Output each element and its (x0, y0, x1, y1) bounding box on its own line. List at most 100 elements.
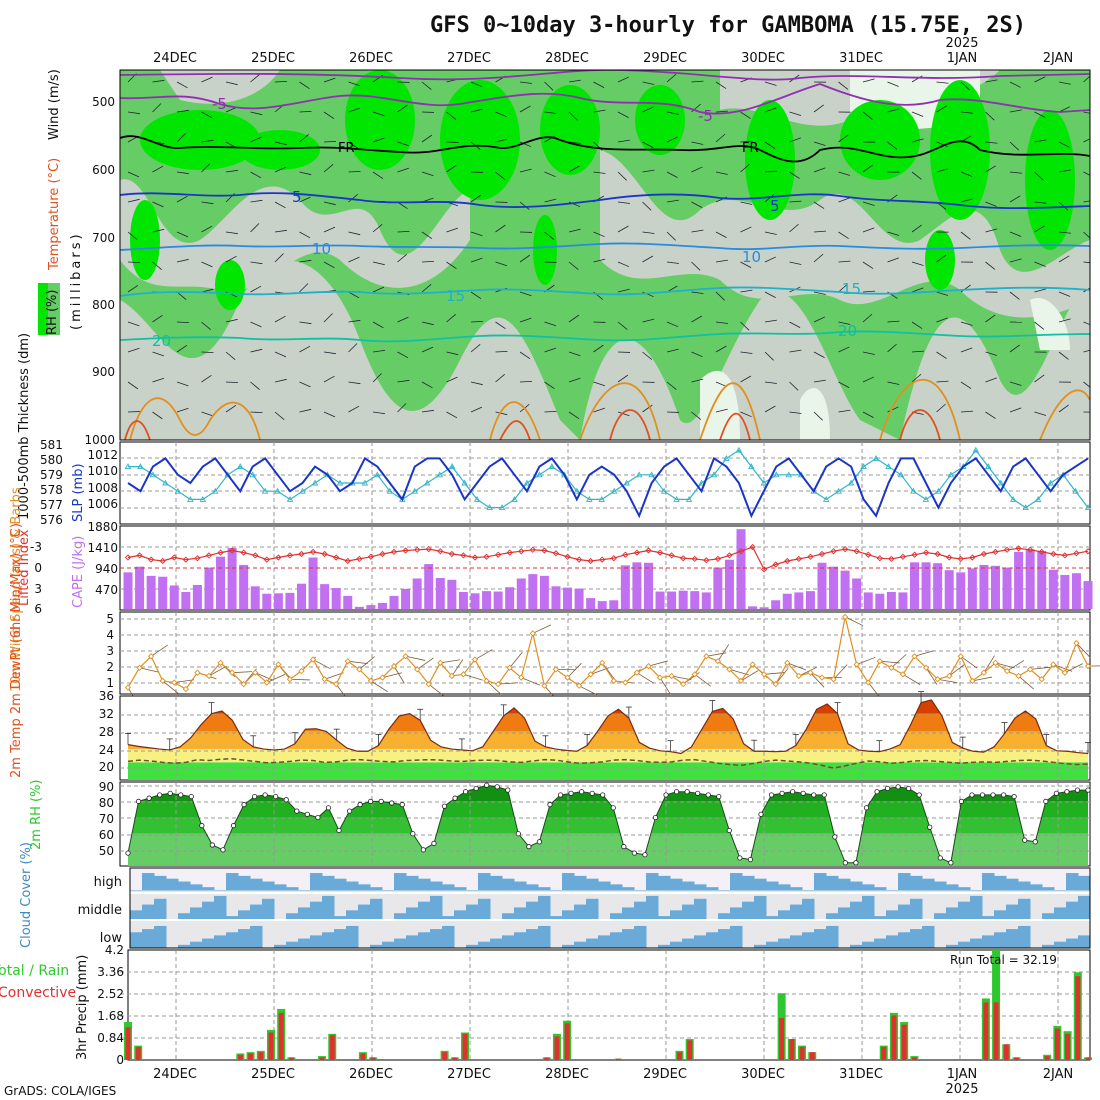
thickness-marker (847, 479, 855, 486)
year-label-top: 2025 (945, 36, 978, 51)
wind-barb (936, 141, 948, 147)
cape-bar (667, 591, 677, 609)
li-marker (275, 554, 282, 561)
wind-barb (152, 314, 163, 323)
li-marker (888, 555, 895, 563)
lifted-index-markers (124, 543, 1092, 573)
cloud-mid-cell (790, 904, 803, 919)
wind10-barb (983, 655, 995, 673)
cloud-high-cell (274, 884, 287, 891)
wind-barb (789, 223, 799, 233)
isotherm-minus5-upper (120, 70, 1090, 81)
wind-barb (323, 201, 336, 206)
wind-barb (617, 261, 630, 268)
wind-barb (960, 410, 973, 413)
wind10-barb (914, 650, 934, 657)
wind-barb (176, 258, 189, 263)
cloud-low-cell (130, 932, 143, 948)
li-marker (599, 556, 606, 563)
wind10-barb (833, 664, 848, 680)
temp-tick: 32 (99, 707, 114, 721)
thickness-marker (723, 454, 730, 461)
wind-barb (299, 408, 312, 413)
wind10-marker (1027, 666, 1034, 673)
cloud-low-cell (178, 944, 191, 948)
rh-marker (135, 798, 142, 804)
li-marker (529, 546, 536, 553)
precip-legend-total: Total / Rain (0, 963, 69, 979)
wind-barb (446, 261, 457, 270)
wind10-marker (888, 664, 895, 671)
wind-barb (764, 256, 777, 263)
li-marker (1073, 550, 1080, 557)
contour-label: 10 (312, 240, 331, 258)
wind-barb (323, 261, 335, 269)
rh-marker (304, 811, 310, 817)
li-marker (205, 552, 213, 559)
cloud-mid-cell (298, 907, 311, 919)
wind10-marker (865, 679, 872, 686)
cloud-low-cell (502, 935, 515, 948)
slp-thickness-frame (119, 441, 1091, 525)
cape-bar (1060, 574, 1070, 609)
wind-barb (152, 228, 165, 233)
wind-barb (470, 406, 483, 413)
wind-barb (862, 261, 874, 269)
temp2m-minmax-whiskers (125, 691, 1091, 754)
thickness-marker (660, 487, 668, 494)
wind-barb (715, 171, 728, 175)
thickness-marker (1084, 504, 1092, 511)
cloud-mid-cell (310, 901, 323, 919)
wind10-marker (402, 653, 409, 660)
wind-barb (519, 254, 531, 263)
wind-barb (813, 167, 826, 173)
wind-barb (985, 314, 996, 323)
precip-tick: 0.84 (97, 1031, 124, 1045)
rh-marker (600, 792, 606, 798)
cloud-low-cell (418, 932, 431, 948)
cloud-mid-cell (658, 916, 671, 919)
wind-barb (421, 321, 434, 326)
wind-barb (397, 316, 409, 323)
wind10-barb (266, 674, 286, 683)
date-label-top: 31DEC (839, 51, 883, 66)
cloud-low-cell (1054, 941, 1067, 948)
thickness-marker (635, 471, 643, 478)
wind10-axis-label: 10m Wind Speed (m/s) & Barbs (9, 487, 24, 692)
wind10-marker (448, 672, 455, 680)
cape-bar (690, 591, 700, 609)
wind10-markers (124, 613, 1092, 693)
wind-barb (985, 261, 996, 270)
wind-barb (666, 199, 679, 203)
cape-bar (1071, 573, 1081, 609)
li-marker (818, 550, 826, 558)
cape-bar (169, 585, 179, 609)
wind-barb (397, 104, 408, 113)
wind-barb (813, 316, 826, 323)
li-marker (460, 552, 467, 559)
wind-barb (544, 81, 554, 91)
cloud-mid-cell (442, 916, 455, 919)
wind10-marker (992, 659, 999, 666)
wind-barb (740, 140, 753, 143)
wind-barb (1034, 201, 1047, 204)
precip-convective-bar (554, 1036, 560, 1060)
cloud-mid-cell (154, 898, 167, 919)
precip-convective-bar (278, 1012, 284, 1060)
cloud-high-cell (382, 890, 395, 891)
wind-barb (642, 231, 655, 234)
wind-barb (495, 224, 506, 233)
wind-barb (642, 255, 654, 263)
wind-barb (1009, 258, 1022, 263)
wind-barb (323, 411, 336, 418)
wind-barb (323, 375, 335, 383)
cloud-high-cell (634, 890, 647, 891)
wind-barb (715, 345, 727, 353)
wind10-barb (694, 674, 711, 687)
wind-barb (1009, 171, 1022, 174)
cloud-high-cell (934, 881, 947, 891)
cloud-high-cell (1078, 875, 1091, 891)
precip-convective-bar (248, 1053, 254, 1060)
wind10-marker (437, 659, 444, 666)
wind10-barb (671, 675, 692, 681)
